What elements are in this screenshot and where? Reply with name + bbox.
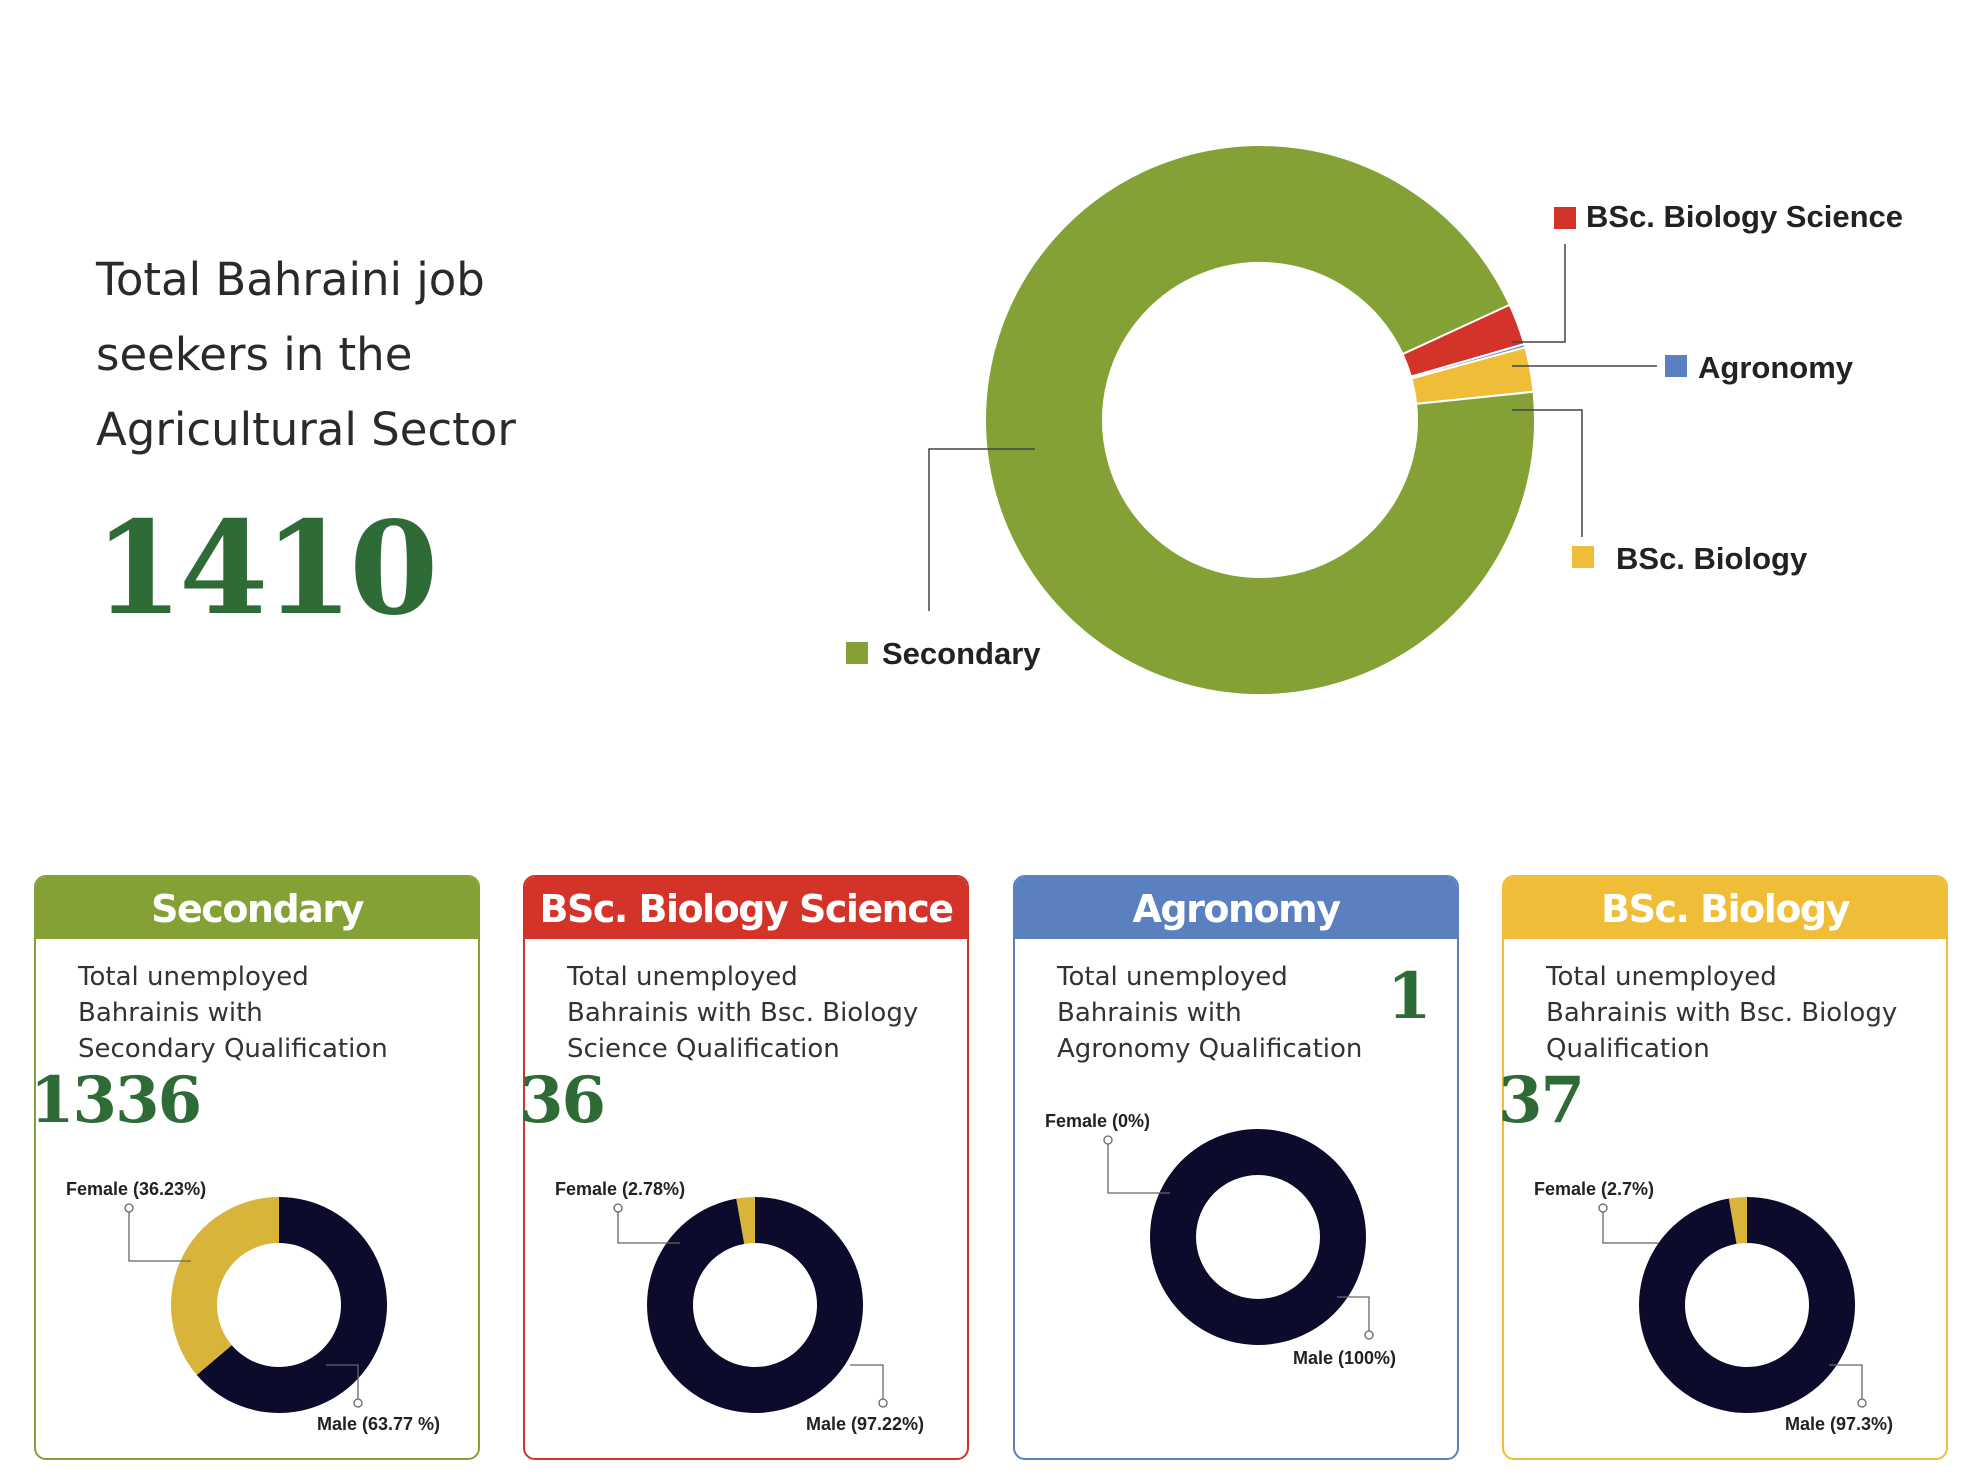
male-slice	[196, 1197, 388, 1413]
leader-line-secondary	[928, 448, 1035, 611]
male-leader-line	[1829, 1364, 1863, 1400]
card-description: Total unemployed Bahrainis with Agronomy…	[1057, 962, 1363, 1064]
male-slice	[646, 1197, 863, 1413]
female-slice	[171, 1197, 279, 1376]
card-secondary: Secondary Total unemployed Bahrainis wit…	[30, 875, 480, 1460]
male-leader-dot	[878, 1398, 888, 1408]
gender-donut-chart: Female (0%) Male (100%)	[1045, 1111, 1396, 1368]
legend-swatch-agronomy	[1665, 355, 1687, 377]
gender-donut-chart: Female (36.23%) Male (63.77 %)	[66, 1179, 440, 1434]
total-count: 1410	[94, 494, 438, 644]
male-leader-line	[1337, 1296, 1370, 1332]
leader-line-bsc-biology	[1512, 409, 1583, 537]
male-leader-line	[850, 1364, 884, 1400]
headline: Total Bahraini job seekers in the Agricu…	[96, 253, 516, 456]
female-slice	[1728, 1197, 1747, 1244]
female-leader-dot	[1103, 1135, 1113, 1145]
main-donut-chart: BSc. Biology Science Agronomy BSc. Biology…	[846, 144, 1903, 696]
female-label: Female (36.23%)	[66, 1179, 206, 1199]
card-bsc-biology-science: BSc. Biology Science Total unemployed Ba…	[519, 875, 969, 1460]
card-description: Total unemployed Bahrainis with Bsc. Bio…	[1546, 962, 1898, 1064]
card-bsc-biology: BSc. Biology Total unemployed Bahrainis …	[1498, 875, 1948, 1460]
card-description: Total unemployed Bahrainis with Bsc. Bio…	[567, 962, 919, 1064]
male-leader-dot	[353, 1398, 363, 1408]
legend-label-bsc-biology-science: BSc. Biology Science	[1586, 199, 1903, 234]
card-agronomy: Agronomy Total unemployed Bahrainis with…	[1013, 875, 1459, 1460]
female-leader-line	[1107, 1143, 1170, 1194]
female-label: Female (0%)	[1045, 1111, 1150, 1131]
legend-swatch-bsc-biology	[1572, 546, 1594, 568]
gender-donut-chart: Female (2.7%) Male (97.3%)	[1534, 1179, 1893, 1434]
slice-secondary	[984, 144, 1536, 696]
male-label: Male (100%)	[1293, 1348, 1396, 1368]
card-title: BSc. Biology Science	[525, 877, 967, 939]
female-leader-dot	[1598, 1203, 1608, 1213]
female-leader-line	[128, 1211, 191, 1262]
male-label: Male (63.77 %)	[317, 1414, 440, 1434]
female-leader-dot	[613, 1203, 623, 1213]
female-leader-dot	[124, 1203, 134, 1213]
male-label: Male (97.22%)	[806, 1414, 924, 1434]
female-leader-line	[1602, 1211, 1659, 1244]
card-count: 37	[1498, 1063, 1585, 1138]
card-count: 36	[519, 1063, 606, 1138]
male-leader-line	[326, 1364, 359, 1400]
male-leader-dot	[1857, 1398, 1867, 1408]
leader-line-bsc-biology-science	[1512, 244, 1566, 343]
legend-label-bsc-biology: BSc. Biology	[1616, 541, 1808, 576]
female-slice	[736, 1197, 755, 1244]
female-label: Female (2.78%)	[555, 1179, 685, 1199]
card-count: 1	[1387, 959, 1432, 1034]
legend-label-agronomy: Agronomy	[1698, 350, 1854, 385]
gender-donut-chart: Female (2.78%) Male (97.22%)	[555, 1179, 924, 1434]
female-label: Female (2.7%)	[1534, 1179, 1654, 1199]
male-leader-dot	[1364, 1330, 1374, 1340]
card-title: Agronomy	[1015, 877, 1457, 939]
male-slice	[1150, 1129, 1366, 1345]
male-label: Male (97.3%)	[1785, 1414, 1893, 1434]
card-title: Secondary	[36, 877, 478, 939]
legend-swatch-bsc-biology-science	[1554, 207, 1576, 229]
card-description: Total unemployed Bahrainis with Secondar…	[78, 962, 388, 1064]
card-title: BSc. Biology	[1504, 877, 1946, 939]
legend-swatch-secondary	[846, 642, 868, 664]
male-slice	[1638, 1197, 1855, 1413]
card-count: 1336	[30, 1063, 202, 1138]
female-leader-line	[617, 1211, 680, 1244]
legend-label-secondary: Secondary	[882, 636, 1041, 671]
